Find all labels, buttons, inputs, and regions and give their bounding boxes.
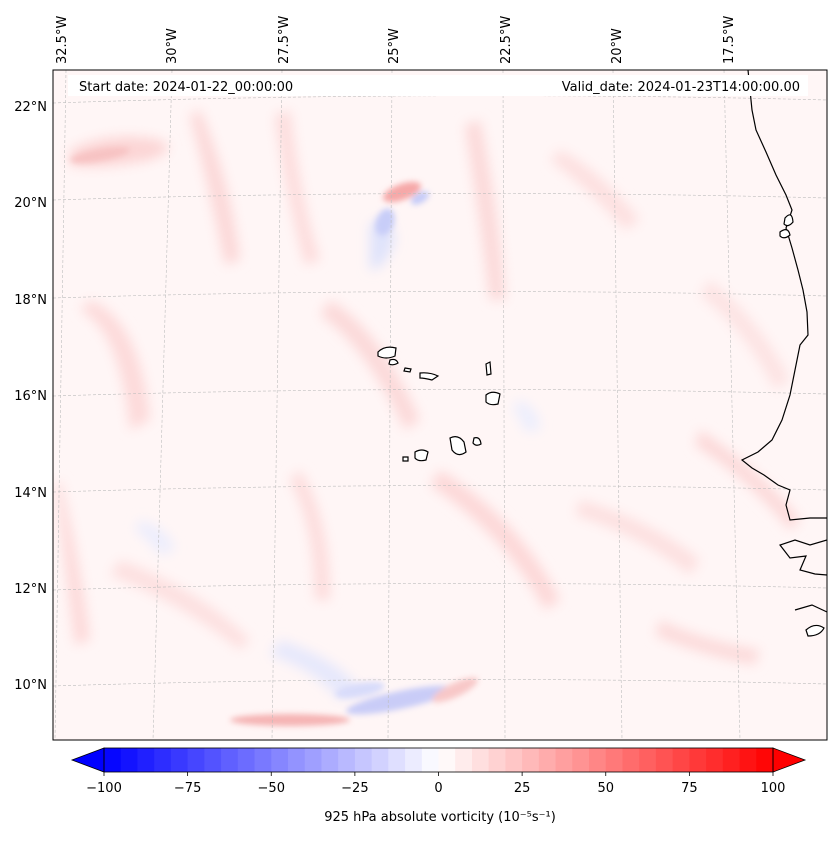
colorbar-cell: [706, 748, 724, 772]
colorbar-cell: [237, 748, 256, 772]
colorbar-cell: [170, 748, 189, 772]
colorbar-cell: [137, 748, 155, 772]
lon-label: 32.5°W: [55, 16, 70, 64]
colorbar-cell: [505, 748, 523, 772]
colorbar-cell: [405, 748, 423, 772]
colorbar-cell: [589, 748, 607, 772]
colorbar-tick-label: 25: [514, 781, 531, 796]
colorbar-cell: [655, 748, 674, 772]
start-date: Start date: 2024-01-22_00:00:00: [79, 80, 293, 95]
vorticity-field: [53, 70, 827, 740]
lat-label: 10°N: [14, 678, 47, 693]
colorbar-cell: [154, 748, 172, 772]
colorbar-tick-label: 0: [434, 781, 442, 796]
lat-label: 16°N: [14, 389, 47, 404]
colorbar-cell: [488, 748, 506, 772]
colorbar-tick-label: 50: [597, 781, 614, 796]
lat-label: 20°N: [14, 196, 47, 211]
colorbar-high-extend: [772, 747, 807, 773]
colorbar-cell: [120, 748, 138, 772]
colorbar-cell: [555, 748, 573, 772]
colorbar-cell: [639, 748, 657, 772]
latitude-labels: 22°N 20°N 18°N 16°N 14°N 12°N 10°N: [14, 100, 47, 693]
date-banner: [68, 75, 808, 96]
colorbar-cell: [471, 748, 490, 772]
colorbar-cell: [388, 748, 406, 772]
colorbar-cell: [689, 748, 707, 772]
lon-label: 27.5°W: [277, 16, 292, 64]
longitude-labels: 32.5°W 30°W 27.5°W 25°W 22.5°W 20°W 17.5…: [55, 16, 737, 64]
lon-label: 22.5°W: [499, 16, 514, 64]
lon-label: 17.5°W: [722, 16, 737, 64]
lat-label: 12°N: [14, 582, 47, 597]
graticule: [53, 70, 827, 740]
colorbar-tick-label: −50: [258, 781, 285, 796]
colorbar-cell: [421, 748, 439, 772]
colorbar-cell: [722, 748, 741, 772]
colorbar-tick-label: −25: [341, 781, 368, 796]
map-panel: Start date: 2024-01-22_00:00:00 Valid_da…: [52, 69, 828, 741]
colorbar: −100 −75 −50 −25 0 25 50 75 100 925 hPa absolute…: [70, 747, 807, 825]
lat-label: 18°N: [14, 293, 47, 308]
colorbar-cell: [321, 748, 339, 772]
colorbar-cell: [271, 748, 289, 772]
colorbar-cell: [304, 748, 322, 772]
africa-coastline: [740, 70, 827, 521]
colorbar-cell: [756, 748, 774, 772]
cape-verde-islands: [377, 346, 501, 462]
lon-label: 20°W: [610, 28, 625, 64]
colorbar-low-extend: [70, 747, 105, 773]
colorbar-label: 925 hPa absolute vorticity (10⁻⁵s⁻¹): [324, 810, 556, 825]
lon-label: 25°W: [387, 28, 402, 64]
lat-label: 14°N: [14, 486, 47, 501]
colorbar-cell: [739, 748, 757, 772]
colorbar-ticks: −100 −75 −50 −25 0 25 50 75 100: [86, 772, 785, 796]
colorbar-cell: [221, 748, 239, 772]
colorbar-cell: [672, 748, 690, 772]
colorbar-cell: [438, 748, 456, 772]
colorbar-cells: [104, 748, 774, 772]
colorbar-cell: [187, 748, 205, 772]
colorbar-cell: [605, 748, 623, 772]
lon-label: 30°W: [165, 28, 180, 64]
colorbar-cell: [287, 748, 306, 772]
colorbar-tick-label: 75: [681, 781, 698, 796]
africa-coastline-south: [779, 539, 827, 576]
colorbar-cell: [538, 748, 557, 772]
colorbar-tick-label: −75: [174, 781, 201, 796]
colorbar-cell: [371, 748, 389, 772]
valid-date: Valid_date: 2024-01-23T14:00:00.00: [562, 80, 800, 95]
colorbar-cell: [455, 748, 473, 772]
colorbar-cell: [338, 748, 356, 772]
colorbar-cell: [622, 748, 640, 772]
colorbar-cell: [104, 748, 122, 772]
colorbar-cell: [354, 748, 373, 772]
colorbar-tick-label: 100: [761, 781, 786, 796]
lat-label: 22°N: [14, 100, 47, 115]
colorbar-cell: [522, 748, 540, 772]
colorbar-tick-label: −100: [86, 781, 122, 796]
colorbar-cell: [254, 748, 272, 772]
colorbar-cell: [204, 748, 222, 772]
colorbar-cell: [572, 748, 590, 772]
